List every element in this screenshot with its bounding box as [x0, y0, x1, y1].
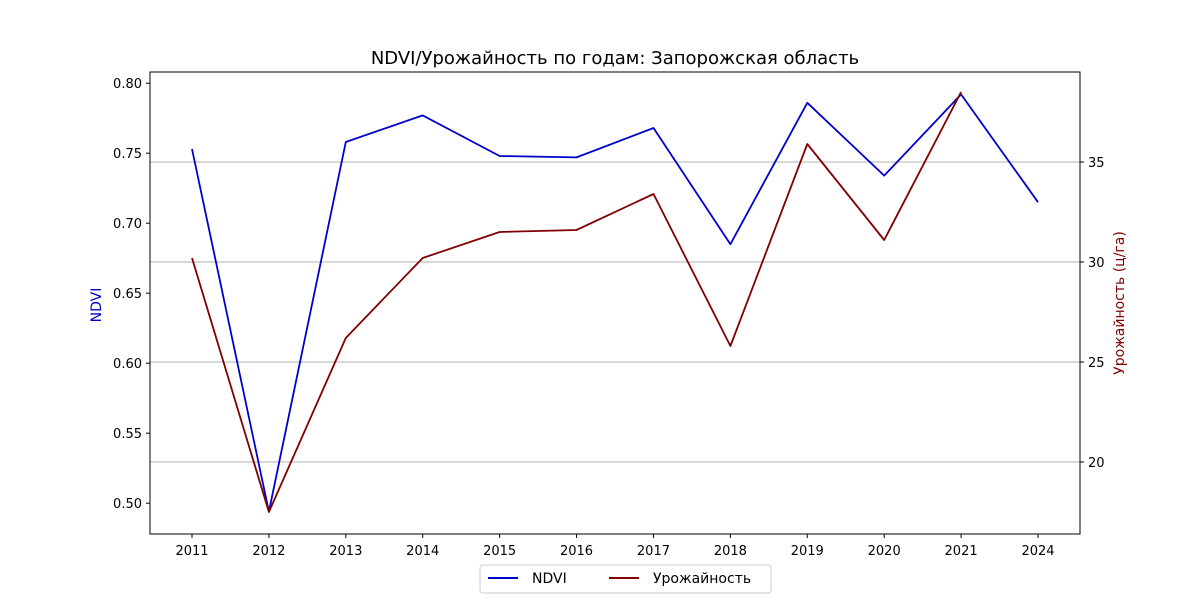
y-left-tick-label: 0.65: [113, 287, 142, 302]
x-tick-label: 2024: [1021, 544, 1054, 559]
x-tick-label: 2018: [714, 544, 747, 559]
y-axis-right: 20 25 30 35: [1080, 156, 1105, 471]
x-tick-label: 2015: [483, 544, 516, 559]
y-right-tick-label: 30: [1088, 256, 1105, 271]
y-left-tick-label: 0.60: [113, 357, 142, 372]
x-axis: 2011 2012 2013 2014 2015 2016 2017 2018 2019 2020…: [175, 534, 1055, 559]
y-right-tick-label: 25: [1088, 356, 1105, 371]
legend: NDVI Урожайность: [479, 564, 772, 594]
y-right-tick-label: 20: [1088, 456, 1105, 471]
y-left-tick-label: 0.55: [113, 427, 142, 442]
y-axis-right-label: Урожайность (ц/га): [1112, 231, 1128, 375]
x-tick-label: 2021: [945, 544, 978, 559]
y-left-tick-label: 0.50: [113, 497, 142, 512]
x-tick-label: 2011: [175, 544, 208, 559]
x-tick-label: 2014: [406, 544, 439, 559]
x-tick-label: 2017: [637, 544, 670, 559]
x-tick-label: 2016: [560, 544, 593, 559]
ndvi-line: [191, 93, 1039, 513]
x-tick-label: 2012: [252, 544, 285, 559]
y-axis-left-label: NDVI: [89, 288, 105, 323]
yield-line: [191, 91, 962, 513]
y-right-tick-label: 35: [1088, 156, 1105, 171]
x-tick-label: 2013: [329, 544, 362, 559]
chart-title: NDVI/Урожайность по годам: Запорожская о…: [371, 48, 859, 69]
plot-frame: [149, 71, 1081, 535]
y-axis-left: 0.50 0.55 0.60 0.65 0.70 0.75 0.80: [113, 77, 150, 512]
x-tick-label: 2019: [791, 544, 824, 559]
x-tick-label: 2020: [868, 544, 901, 559]
plot-series: [191, 91, 1039, 513]
legend-label-yield: Урожайность: [653, 571, 751, 587]
legend-label-ndvi: NDVI: [532, 571, 567, 587]
y-left-tick-label: 0.70: [113, 217, 142, 232]
y-left-tick-label: 0.80: [113, 77, 142, 92]
y-left-tick-label: 0.75: [113, 147, 142, 162]
